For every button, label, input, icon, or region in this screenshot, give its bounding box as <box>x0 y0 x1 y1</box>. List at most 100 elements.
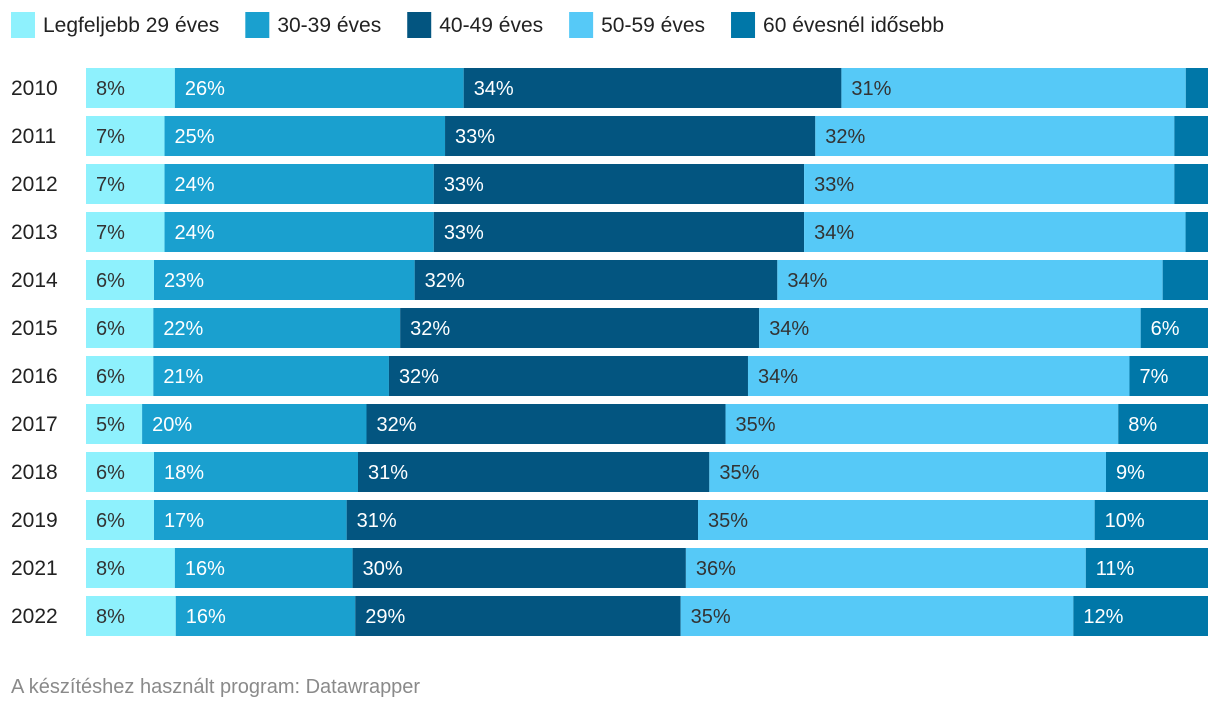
bar-40-49-eves-2019 <box>346 500 698 540</box>
bar-50-59-eves-2018 <box>709 452 1106 492</box>
bar-legfeljebb-29-eves-2018 <box>86 452 154 492</box>
data-label-60-evesnel-idosebb-2018: 9% <box>1116 462 1145 484</box>
legend-label-50-59-eves: 50-59 éves <box>601 14 705 37</box>
data-label-60-evesnel-idosebb-2021: 11% <box>1096 558 1135 580</box>
bar-40-49-eves-2021 <box>352 548 686 588</box>
bar-legfeljebb-29-eves-2011 <box>86 116 165 156</box>
y-tick-label-2017: 2017 <box>11 413 58 436</box>
data-label-40-49-eves-2017: 32% <box>377 414 417 436</box>
data-label-30-39-eves-2018: 18% <box>164 462 204 484</box>
data-label-30-39-eves-2015: 22% <box>163 318 203 340</box>
data-label-30-39-eves-2017: 20% <box>152 414 192 436</box>
data-label-60-evesnel-idosebb-2019: 10% <box>1105 510 1145 532</box>
bar-30-39-eves-2014 <box>154 260 415 300</box>
data-label-40-49-eves-2012: 33% <box>444 174 484 196</box>
data-label-30-39-eves-2012: 24% <box>175 174 215 196</box>
bar-60-evesnel-idosebb-2016 <box>1129 356 1208 396</box>
bar-30-39-eves-2015 <box>153 308 401 348</box>
legend-label-legfeljebb-29-eves: Legfeljebb 29 éves <box>43 14 219 37</box>
bar-60-evesnel-idosebb-2015 <box>1140 308 1208 348</box>
data-label-legfeljebb-29-eves-2012: 7% <box>96 174 125 196</box>
y-tick-label-2018: 2018 <box>11 461 58 484</box>
bar-40-49-eves-2018 <box>358 452 710 492</box>
data-label-30-39-eves-2021: 16% <box>185 558 225 580</box>
data-label-60-evesnel-idosebb-2017: 8% <box>1128 414 1157 436</box>
data-label-40-49-eves-2019: 31% <box>357 510 397 532</box>
bar-legfeljebb-29-eves-2022 <box>86 596 176 636</box>
bar-30-39-eves-2010 <box>174 68 464 108</box>
bar-legfeljebb-29-eves-2013 <box>86 212 165 252</box>
bar-60-evesnel-idosebb-2014 <box>1162 260 1208 300</box>
data-label-40-49-eves-2016: 32% <box>399 366 439 388</box>
bar-30-39-eves-2011 <box>164 116 446 156</box>
bar-30-39-eves-2019 <box>154 500 347 540</box>
bar-60-evesnel-idosebb-2019 <box>1094 500 1208 540</box>
data-label-legfeljebb-29-eves-2018: 6% <box>96 462 125 484</box>
bar-60-evesnel-idosebb-2017 <box>1118 404 1208 444</box>
bar-40-49-eves-2011 <box>445 116 816 156</box>
bar-60-evesnel-idosebb-2018 <box>1106 452 1208 492</box>
data-label-50-59-eves-2015: 34% <box>769 318 809 340</box>
y-tick-label-2021: 2021 <box>11 557 58 580</box>
data-label-60-evesnel-idosebb-2016: 7% <box>1139 366 1168 388</box>
legend-swatch-40-49-eves <box>407 12 432 38</box>
bar-60-evesnel-idosebb-2010 <box>1185 68 1208 108</box>
bar-50-59-eves-2019 <box>698 500 1095 540</box>
legend-label-60-evesnel-idosebb: 60 évesnél idősebb <box>763 14 944 37</box>
data-label-50-59-eves-2012: 33% <box>814 174 854 196</box>
bar-50-59-eves-2011 <box>815 116 1175 156</box>
legend-label-40-49-eves: 40-49 éves <box>439 14 543 37</box>
y-tick-label-2014: 2014 <box>11 269 58 292</box>
bar-50-59-eves-2021 <box>685 548 1086 588</box>
data-label-legfeljebb-29-eves-2013: 7% <box>96 222 125 244</box>
bar-60-evesnel-idosebb-2022 <box>1073 596 1208 636</box>
y-tick-label-2013: 2013 <box>11 221 58 244</box>
data-label-40-49-eves-2013: 33% <box>444 222 484 244</box>
bar-legfeljebb-29-eves-2014 <box>86 260 154 300</box>
bar-60-evesnel-idosebb-2011 <box>1174 116 1208 156</box>
bar-legfeljebb-29-eves-2016 <box>86 356 154 396</box>
data-label-legfeljebb-29-eves-2016: 6% <box>96 366 125 388</box>
data-label-legfeljebb-29-eves-2021: 8% <box>96 558 125 580</box>
data-label-50-59-eves-2010: 31% <box>851 78 891 100</box>
data-label-60-evesnel-idosebb-2015: 6% <box>1151 318 1180 340</box>
bar-60-evesnel-idosebb-2013 <box>1185 212 1208 252</box>
bar-40-49-eves-2013 <box>433 212 805 252</box>
data-label-40-49-eves-2014: 32% <box>425 270 465 292</box>
bar-40-49-eves-2017 <box>366 404 726 444</box>
data-label-50-59-eves-2018: 35% <box>719 462 759 484</box>
data-label-30-39-eves-2016: 21% <box>163 366 203 388</box>
data-label-50-59-eves-2013: 34% <box>814 222 854 244</box>
legend-swatch-legfeljebb-29-eves <box>11 12 35 38</box>
bar-30-39-eves-2021 <box>174 548 353 588</box>
data-label-legfeljebb-29-eves-2022: 8% <box>96 606 125 628</box>
bar-30-39-eves-2016 <box>153 356 389 396</box>
y-tick-label-2010: 2010 <box>11 77 58 100</box>
data-label-50-59-eves-2021: 36% <box>696 558 736 580</box>
data-label-legfeljebb-29-eves-2011: 7% <box>96 126 125 148</box>
bar-legfeljebb-29-eves-2019 <box>86 500 154 540</box>
footer-credit: A készítéshez használt program: Datawrap… <box>11 676 421 698</box>
y-tick-label-2016: 2016 <box>11 365 58 388</box>
bar-legfeljebb-29-eves-2017 <box>86 404 143 444</box>
data-label-30-39-eves-2014: 23% <box>164 270 204 292</box>
data-label-30-39-eves-2019: 17% <box>164 510 204 532</box>
data-label-40-49-eves-2015: 32% <box>410 318 450 340</box>
data-label-40-49-eves-2018: 31% <box>368 462 408 484</box>
data-label-50-59-eves-2019: 35% <box>708 510 748 532</box>
data-label-30-39-eves-2013: 24% <box>175 222 215 244</box>
bar-legfeljebb-29-eves-2010 <box>86 68 175 108</box>
data-label-50-59-eves-2016: 34% <box>758 366 798 388</box>
legend-swatch-30-39-eves <box>245 12 270 38</box>
legend-label-30-39-eves: 30-39 éves <box>277 14 381 37</box>
bar-50-59-eves-2010 <box>841 68 1186 108</box>
y-tick-label-2019: 2019 <box>11 509 58 532</box>
bar-30-39-eves-2012 <box>164 164 434 204</box>
bar-60-evesnel-idosebb-2021 <box>1085 548 1208 588</box>
legend-swatch-60-evesnel-idosebb <box>731 12 756 38</box>
data-label-legfeljebb-29-eves-2010: 8% <box>96 78 125 100</box>
bar-30-39-eves-2022 <box>175 596 356 636</box>
bar-40-49-eves-2012 <box>433 164 805 204</box>
bar-30-39-eves-2018 <box>154 452 358 492</box>
data-label-50-59-eves-2011: 32% <box>825 126 865 148</box>
